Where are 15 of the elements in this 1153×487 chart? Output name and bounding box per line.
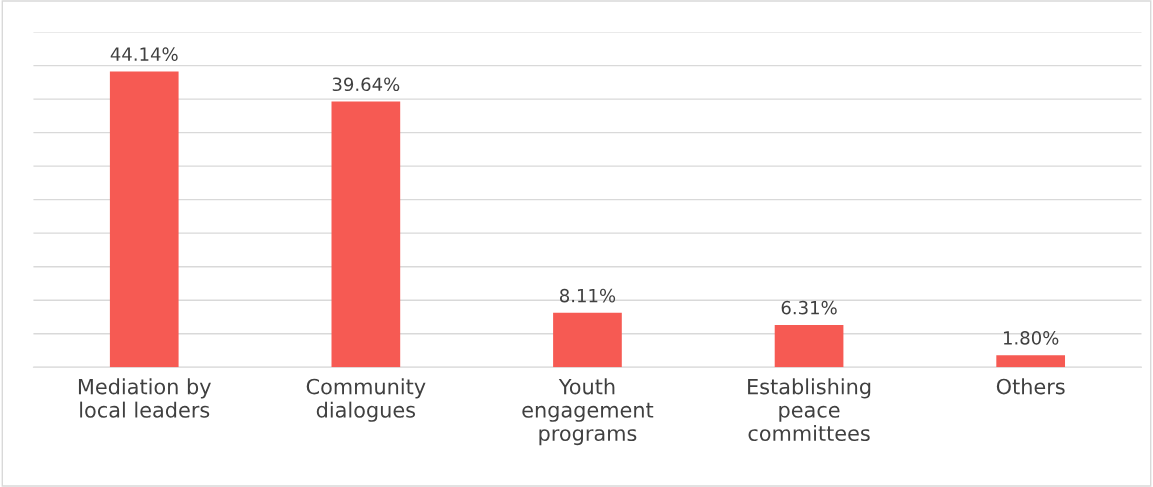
- x-tick-label: Youth engagement programs: [522, 378, 654, 446]
- x-tick-label: Others: [996, 378, 1065, 395]
- bar: [331, 101, 401, 368]
- data-label: 39.64%: [332, 77, 400, 92]
- bar: [109, 71, 179, 368]
- x-tick-label: Mediation by local leaders: [78, 378, 211, 418]
- x-tick-label: Establishing peace committees: [748, 378, 871, 442]
- bar: [774, 324, 844, 368]
- x-tick-label: Community dialogues: [306, 378, 426, 422]
- bar: [553, 312, 622, 368]
- data-label: 44.14%: [110, 47, 178, 61]
- bar: [996, 355, 1066, 368]
- data-label: 6.31%: [781, 300, 837, 315]
- data-label: 1.80%: [1003, 331, 1059, 345]
- data-label: 8.11%: [560, 288, 616, 303]
